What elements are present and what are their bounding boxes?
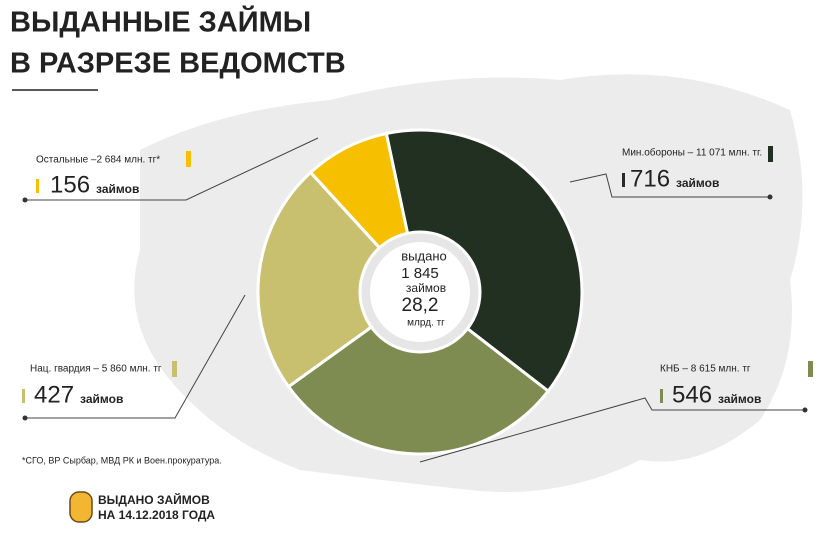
value-marker: [660, 389, 663, 403]
value-label: 716: [630, 165, 670, 192]
category-label: Мин.обороны – 11 071 млн. тг.: [622, 147, 762, 159]
leader-line: [25, 137, 319, 201]
value-unit: займов: [96, 182, 139, 196]
footnote: *СГО, ВР Сырбар, МВД РК и Воен.прокурату…: [22, 455, 222, 465]
title: В РАЗРЕЗЕ ВЕДОМСТВ: [10, 48, 346, 80]
title: ВЫДАННЫЕ ЗАЙМЫ: [10, 5, 311, 39]
badge-text: ВЫДАНО ЗАЙМОВ: [98, 492, 210, 507]
leader-dot: [22, 415, 28, 421]
leader-line: [569, 173, 770, 198]
category-marker: [186, 151, 191, 167]
category-marker: [808, 361, 813, 377]
leader-dot: [767, 194, 773, 200]
category-label: КНБ – 8 615 млн. тг: [660, 364, 751, 375]
center-count-unit: займов: [406, 281, 446, 295]
center-disc: [370, 242, 470, 342]
center-amount: 28,2: [402, 295, 439, 316]
value-marker: [22, 389, 25, 403]
center-count: 1 845: [401, 265, 439, 282]
leader-dot: [802, 407, 808, 413]
category-marker: [768, 146, 773, 162]
category-label: Нац. гвардия – 5 860 млн. тг: [30, 364, 162, 375]
value-marker: [36, 179, 39, 193]
leader-line: [419, 397, 805, 463]
value-unit: займов: [718, 392, 761, 406]
hand-icon: [69, 491, 93, 523]
value-label: 546: [672, 381, 712, 408]
category-label: Остальные –2 684 млн. тг*: [36, 155, 160, 166]
leader-dot: [22, 197, 28, 203]
badge-text: НА 14.12.2018 ГОДА: [98, 508, 215, 522]
value-unit: займов: [80, 392, 123, 406]
value-label: 427: [34, 381, 74, 408]
category-marker: [172, 361, 177, 377]
leader-line: [25, 294, 246, 419]
value-marker: [622, 173, 625, 187]
center-amount-unit: млрд. тг: [407, 318, 445, 329]
value-label: 156: [50, 171, 90, 198]
center-label: выдано: [401, 248, 446, 263]
value-unit: займов: [676, 176, 719, 190]
